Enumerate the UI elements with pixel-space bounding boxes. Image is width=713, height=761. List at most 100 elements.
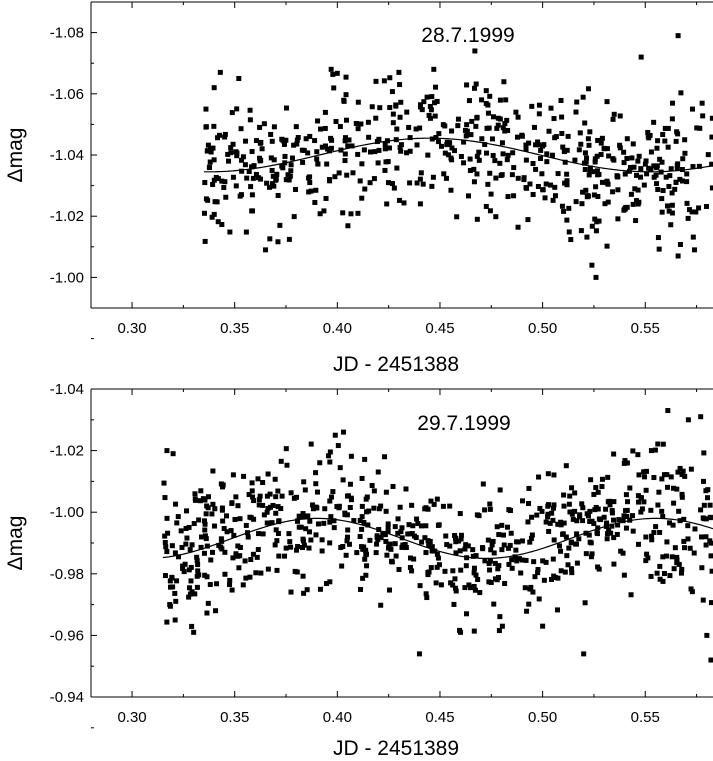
data-point xyxy=(384,552,390,558)
data-point xyxy=(442,123,448,129)
data-point xyxy=(251,498,257,504)
data-point xyxy=(473,572,479,578)
data-point xyxy=(611,451,617,457)
data-point xyxy=(453,550,459,556)
data-point xyxy=(192,591,198,597)
data-point xyxy=(625,499,631,505)
data-point xyxy=(480,546,486,552)
data-point xyxy=(291,214,297,220)
data-point xyxy=(585,193,591,199)
data-point xyxy=(256,502,262,508)
data-point xyxy=(201,550,207,556)
y-axis-label: Δmag xyxy=(4,128,27,183)
data-point xyxy=(455,116,461,122)
data-point xyxy=(313,187,319,193)
data-point xyxy=(417,104,423,110)
data-point xyxy=(438,582,444,588)
data-point xyxy=(648,573,654,579)
data-point xyxy=(359,526,365,532)
data-point xyxy=(569,485,575,491)
data-point xyxy=(386,544,392,550)
data-point xyxy=(344,534,350,540)
data-point xyxy=(667,573,673,579)
data-point xyxy=(269,138,275,144)
data-point xyxy=(655,186,661,192)
data-point xyxy=(465,193,471,199)
data-point xyxy=(504,157,510,163)
data-point xyxy=(435,139,441,145)
data-point xyxy=(292,568,298,574)
data-point xyxy=(248,184,254,190)
data-point xyxy=(340,429,346,435)
data-point xyxy=(205,142,211,148)
data-point xyxy=(685,536,691,542)
data-point xyxy=(549,152,555,158)
data-point xyxy=(540,187,546,193)
data-point xyxy=(630,141,636,147)
data-point xyxy=(674,486,680,492)
data-point xyxy=(314,149,320,155)
data-point xyxy=(588,477,594,483)
data-point xyxy=(580,94,586,100)
data-point xyxy=(534,512,540,518)
data-point xyxy=(609,523,615,529)
data-point xyxy=(433,84,439,90)
data-point xyxy=(227,229,233,235)
data-point xyxy=(485,537,491,543)
data-point xyxy=(255,476,261,482)
data-point xyxy=(522,585,528,591)
data-point xyxy=(635,452,641,458)
data-point xyxy=(473,553,479,559)
data-point xyxy=(653,524,659,530)
data-point xyxy=(495,122,501,128)
data-point xyxy=(186,567,192,573)
data-point xyxy=(203,124,209,130)
data-point xyxy=(443,533,449,539)
data-point xyxy=(662,138,668,144)
data-point xyxy=(688,466,694,472)
data-point xyxy=(172,550,178,556)
data-point xyxy=(548,105,554,111)
data-point xyxy=(504,524,510,530)
data-point xyxy=(429,544,435,550)
data-point xyxy=(296,513,302,519)
data-point xyxy=(550,517,556,523)
data-point xyxy=(660,554,666,560)
data-point xyxy=(483,203,489,209)
data-point xyxy=(407,555,413,561)
data-point xyxy=(208,557,214,563)
data-point xyxy=(680,156,686,162)
data-point xyxy=(242,558,248,564)
data-point xyxy=(207,581,213,587)
data-point xyxy=(173,598,179,604)
data-point xyxy=(203,106,209,112)
data-point xyxy=(210,182,216,188)
data-point xyxy=(359,161,365,167)
data-point xyxy=(621,460,627,466)
data-point xyxy=(479,136,485,142)
data-point xyxy=(582,166,588,172)
data-point xyxy=(555,521,561,527)
data-point xyxy=(668,166,674,172)
data-point xyxy=(556,543,562,549)
data-point xyxy=(293,124,299,130)
data-point xyxy=(261,121,267,127)
data-point xyxy=(659,508,665,514)
data-point xyxy=(363,551,369,557)
data-point xyxy=(515,175,521,181)
data-point xyxy=(536,596,542,602)
data-point xyxy=(629,513,635,519)
data-point xyxy=(419,539,425,545)
data-point xyxy=(496,628,502,634)
data-point xyxy=(168,584,174,590)
data-point xyxy=(357,178,363,184)
data-point xyxy=(414,142,420,148)
data-point xyxy=(217,69,223,75)
data-point xyxy=(332,432,338,438)
data-point xyxy=(687,207,693,213)
data-point xyxy=(432,113,438,119)
data-point xyxy=(264,520,270,526)
data-point xyxy=(421,99,427,105)
data-point xyxy=(599,135,605,141)
data-point xyxy=(331,85,337,91)
